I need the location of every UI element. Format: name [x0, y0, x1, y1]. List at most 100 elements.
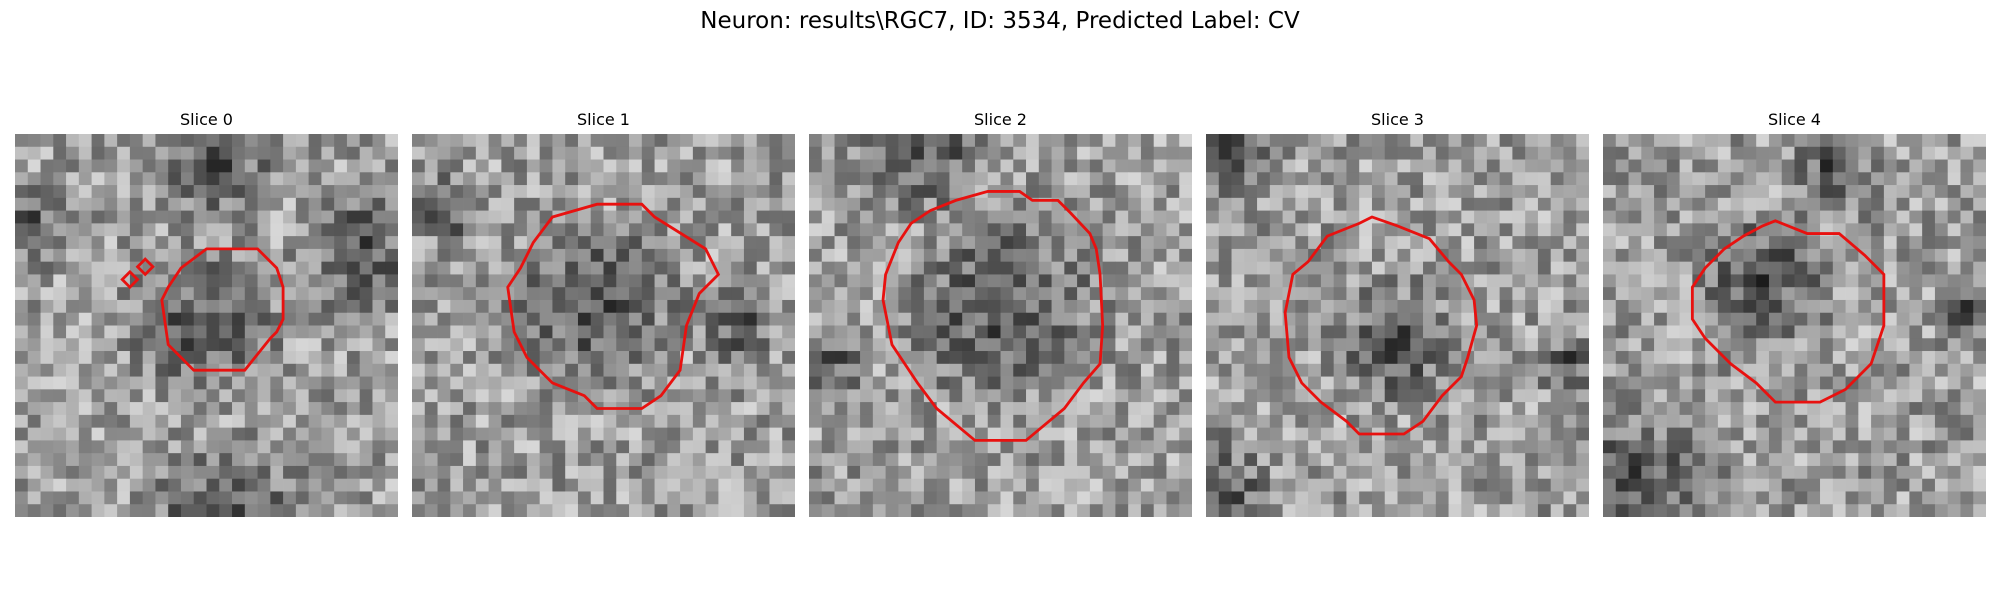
pixel: [1563, 197, 1577, 211]
pixel: [860, 146, 874, 160]
pixel: [1257, 351, 1271, 365]
pixel: [1628, 261, 1642, 275]
pixel: [718, 465, 732, 480]
pixel: [680, 223, 694, 237]
pixel: [1206, 389, 1220, 403]
pixel: [270, 376, 284, 390]
pixel: [1858, 159, 1872, 173]
pixel: [923, 287, 938, 301]
pixel: [1730, 427, 1744, 441]
pixel: [372, 402, 386, 416]
pixel: [860, 159, 874, 173]
pixel: [680, 402, 694, 416]
pixel: [1320, 414, 1335, 429]
pixel: [180, 478, 195, 492]
pixel: [1537, 351, 1552, 365]
pixel: [1563, 351, 1577, 365]
pixel: [731, 325, 745, 339]
pixel: [603, 440, 617, 454]
pixel: [1730, 414, 1744, 429]
pixel: [692, 185, 707, 199]
pixel: [1934, 491, 1949, 505]
pixel: [1628, 223, 1642, 237]
pixel: [743, 223, 758, 237]
pixel: [847, 363, 861, 377]
pixel: [1807, 427, 1821, 441]
pixel: [949, 414, 963, 429]
pixel: [1692, 197, 1706, 211]
pixel: [834, 351, 848, 365]
pixel: [372, 440, 386, 454]
pixel: [334, 453, 348, 467]
pixel: [257, 363, 271, 377]
pixel: [180, 402, 195, 416]
pixel: [743, 402, 758, 416]
pixel: [1807, 338, 1821, 352]
pixel: [27, 299, 41, 314]
pixel: [654, 134, 668, 148]
pixel: [1641, 210, 1655, 224]
pixel: [1166, 261, 1180, 275]
pixel: [590, 376, 604, 390]
pixel: [334, 223, 348, 237]
pixel: [1269, 312, 1283, 326]
pixel: [142, 351, 156, 365]
pixel: [1871, 159, 1885, 173]
pixel: [1077, 491, 1091, 505]
pixel: [1371, 402, 1386, 416]
pixel: [1858, 427, 1872, 441]
pixel: [334, 210, 348, 224]
pixel: [1486, 146, 1501, 160]
pixel: [1743, 440, 1757, 454]
pixel: [1153, 453, 1167, 467]
pixel: [1128, 478, 1142, 492]
pixel: [1525, 440, 1539, 454]
pixel: [1563, 376, 1577, 390]
pixel: [334, 299, 348, 314]
pixel: [1410, 325, 1424, 339]
pixel: [526, 261, 541, 275]
pixel: [1807, 261, 1821, 275]
pixel: [424, 236, 438, 250]
pixel: [1654, 134, 1668, 148]
pixel: [1461, 210, 1475, 224]
pixel: [1474, 427, 1488, 441]
pixel: [898, 478, 912, 492]
pixel: [911, 389, 925, 403]
pixel: [475, 312, 489, 326]
pixel: [53, 351, 67, 365]
pixel: [1231, 172, 1245, 186]
pixel: [743, 414, 758, 429]
pixel: [1909, 312, 1923, 326]
pixel: [936, 185, 950, 199]
pixel: [1947, 504, 1961, 517]
pixel: [949, 274, 963, 288]
pixel: [66, 197, 80, 211]
pixel: [180, 312, 195, 326]
pixel: [718, 504, 732, 517]
pixel: [1269, 146, 1283, 160]
pixel: [104, 299, 118, 314]
pixel: [1308, 261, 1322, 275]
pixel: [91, 248, 105, 263]
pixel: [1026, 389, 1040, 403]
pixel: [705, 210, 719, 224]
pixel: [1077, 389, 1091, 403]
pixel: [372, 134, 386, 148]
pixel: [270, 453, 284, 467]
pixel: [129, 376, 144, 390]
pixel: [1397, 210, 1411, 224]
pixel: [104, 172, 118, 186]
pixel: [270, 351, 284, 365]
pixel: [987, 223, 1001, 237]
pixel: [129, 325, 144, 339]
pixel: [424, 453, 438, 467]
pixel: [1973, 325, 1986, 339]
pixel: [437, 146, 451, 160]
pixel: [1666, 363, 1680, 377]
pixel: [654, 440, 668, 454]
pixel: [743, 185, 758, 199]
pixel: [860, 299, 874, 314]
pixel: [1858, 236, 1872, 250]
pixel: [680, 478, 694, 492]
